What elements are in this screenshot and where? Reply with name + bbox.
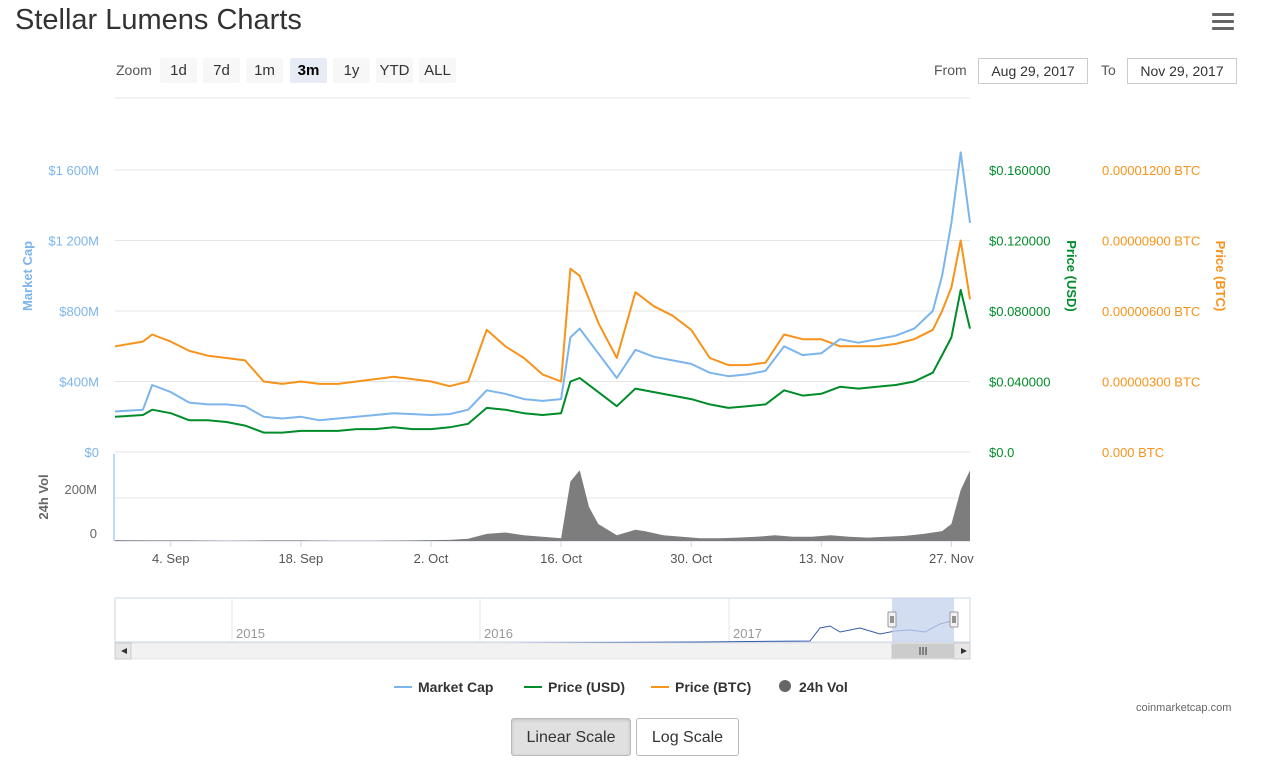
legend-24h-vol-swatch [779,680,791,693]
legend-price-btc[interactable]: Price (BTC) [651,679,751,695]
x-tick-label: 2. Oct [414,551,449,566]
scroll-left-arrow-icon[interactable] [114,642,132,660]
zoom-button-1m[interactable]: 1m [246,58,283,83]
legend-market-cap-swatch [394,686,412,689]
price-usd-tick: $0.040000 [989,375,1050,390]
market-cap-axis-title: Market Cap [20,241,35,311]
price-usd-tick: $0.0 [989,445,1014,460]
vol-area [115,470,970,541]
price-btc-tick: 0.00001200 BTC [1102,163,1200,178]
navigator-frame [114,597,971,643]
x-tick-label: 4. Sep [152,551,190,566]
zoom-button-all[interactable]: ALL [419,58,456,83]
legend-24h-vol[interactable]: 24h Vol [779,679,848,695]
market-cap-line [114,151,971,422]
vol-axis-title: 24h Vol [36,474,51,519]
price-usd-tick: $0.160000 [989,163,1050,178]
price-usd-tick: $0.120000 [989,234,1050,249]
zoom-button-3m[interactable]: 3m [290,58,327,83]
to-date-input[interactable] [1127,58,1237,84]
legend-price-usd-swatch [524,686,542,689]
legend-24h-vol-label: 24h Vol [799,679,848,695]
x-tick-label: 18. Sep [278,551,323,566]
from-date-input[interactable] [978,58,1088,84]
market-cap-tick: $800M [59,304,99,319]
zoom-button-1y[interactable]: 1y [333,58,370,83]
hamburger-menu-icon[interactable] [1212,13,1234,31]
navigator-year-label: 2016 [484,626,513,641]
price-btc-tick: 0.00000600 BTC [1102,304,1200,319]
x-tick-label: 13. Nov [799,551,844,566]
x-tick-label: 27. Nov [929,551,974,566]
to-label: To [1101,62,1116,78]
legend-price-btc-label: Price (BTC) [675,679,752,695]
x-tick-label: 16. Oct [540,551,582,566]
price-btc-tick: 0.00000900 BTC [1102,234,1200,249]
scroll-right-arrow-icon[interactable] [953,642,971,660]
legend-market-cap[interactable]: Market Cap [394,679,493,695]
market-cap-tick: $1 600M [48,163,99,178]
price-btc-tick: 0.00000300 BTC [1102,375,1200,390]
market-cap-tick: $0 [85,445,99,460]
page-title: Stellar Lumens Charts [15,4,302,36]
x-tick-label: 30. Oct [670,551,712,566]
legend-market-cap-label: Market Cap [418,679,494,695]
market-cap-tick: $400M [59,375,99,390]
from-label: From [934,62,967,78]
legend-price-btc-swatch [651,686,669,689]
navigator-selection[interactable] [892,598,954,642]
credit-link[interactable]: coinmarketcap.com [1136,702,1232,714]
navigator-right-handle[interactable] [949,611,959,628]
scrollbar-track[interactable] [114,642,971,660]
market-cap-tick: $1 200M [48,234,99,249]
navigator-year-label: 2015 [236,626,265,641]
price-btc-line [114,239,971,388]
price-usd-line [114,288,971,434]
linear-scale-button[interactable]: Linear Scale [511,718,631,756]
navigator-year-label: 2017 [733,626,762,641]
legend-price-usd[interactable]: Price (USD) [524,679,625,695]
zoom-label: Zoom [116,62,152,78]
vol-tick: 200M [64,482,97,497]
chart-legend: Market Cap Price (USD) Price (BTC) 24h V… [0,679,1280,699]
vol-tick: 0 [90,526,97,541]
price-usd-axis-title: Price (USD) [1064,240,1079,312]
price-btc-axis-title: Price (BTC) [1213,241,1228,312]
price-usd-tick: $0.080000 [989,304,1050,319]
zoom-button-7d[interactable]: 7d [203,58,240,83]
legend-price-usd-label: Price (USD) [548,679,626,695]
navigator-left-handle[interactable] [887,611,897,628]
price-btc-tick: 0.000 BTC [1102,445,1164,460]
zoom-button-ytd[interactable]: YTD [376,58,413,83]
log-scale-button[interactable]: Log Scale [636,718,739,756]
zoom-button-1d[interactable]: 1d [160,58,197,83]
